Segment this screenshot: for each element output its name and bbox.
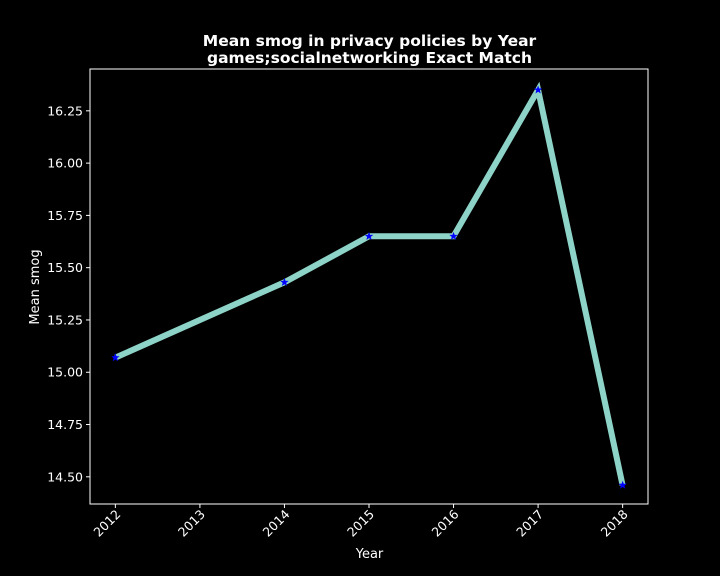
y-axis-label: Mean smog (28, 249, 43, 324)
data-point-marker (364, 231, 374, 240)
data-point-marker (111, 353, 120, 362)
data-point-marker (280, 277, 289, 286)
x-axis-label: Year (355, 547, 384, 562)
y-tick-label: 16.25 (47, 103, 83, 118)
data-point-marker (618, 480, 627, 489)
series-line (114, 81, 626, 486)
chart-title: Mean smog in privacy policies by Year (203, 32, 537, 50)
y-tick-label: 15.25 (47, 312, 83, 327)
y-tick-label: 15.50 (47, 260, 83, 275)
data-point-marker (449, 231, 458, 240)
y-tick-label: 16.00 (47, 156, 83, 171)
y-tick-label: 14.50 (47, 469, 83, 484)
data-point-marker (533, 85, 543, 94)
chart-subtitle: games;socialnetworking Exact Match (207, 49, 532, 67)
y-tick-label: 15.00 (47, 365, 83, 380)
y-tick-label: 15.75 (47, 208, 83, 223)
y-tick-label: 14.75 (47, 417, 83, 432)
